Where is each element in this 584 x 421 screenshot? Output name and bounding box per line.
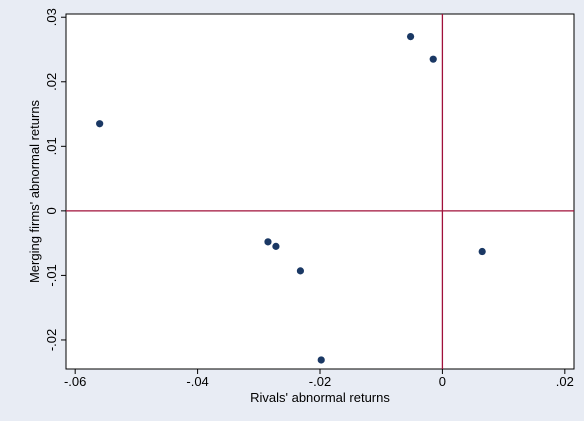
data-point <box>406 32 415 41</box>
y-axis-label: Merging firms' abnormal returns <box>27 99 42 283</box>
y-axis: -.02 -.01 0 .01 .02 .03 <box>44 8 66 351</box>
plot-area <box>65 13 575 370</box>
x-tick-label: -.02 <box>309 374 331 389</box>
y-tick-label: .02 <box>44 73 59 91</box>
data-point <box>264 238 272 246</box>
x-tick-label: -.04 <box>186 374 208 389</box>
x-tick-label: -.06 <box>64 374 86 389</box>
data-point <box>296 267 305 275</box>
reference-lines <box>66 14 574 369</box>
data-point <box>272 242 280 250</box>
x-tick-label: 0 <box>439 374 446 389</box>
y-tick-label: -.01 <box>44 264 59 286</box>
data-point <box>429 55 437 63</box>
x-axis-label: Rivals' abnormal returns <box>250 390 390 405</box>
y-tick-label: .01 <box>44 137 59 155</box>
data-point <box>317 356 325 364</box>
y-tick-label: .03 <box>44 8 59 26</box>
y-tick-label: -.02 <box>44 329 59 351</box>
x-tick-label: .02 <box>556 374 574 389</box>
x-axis: -.06 -.04 -.02 0 .02 <box>64 369 574 389</box>
data-point <box>478 247 486 256</box>
data-point <box>96 120 104 128</box>
data-points <box>96 32 486 364</box>
y-tick-label: 0 <box>44 207 59 214</box>
